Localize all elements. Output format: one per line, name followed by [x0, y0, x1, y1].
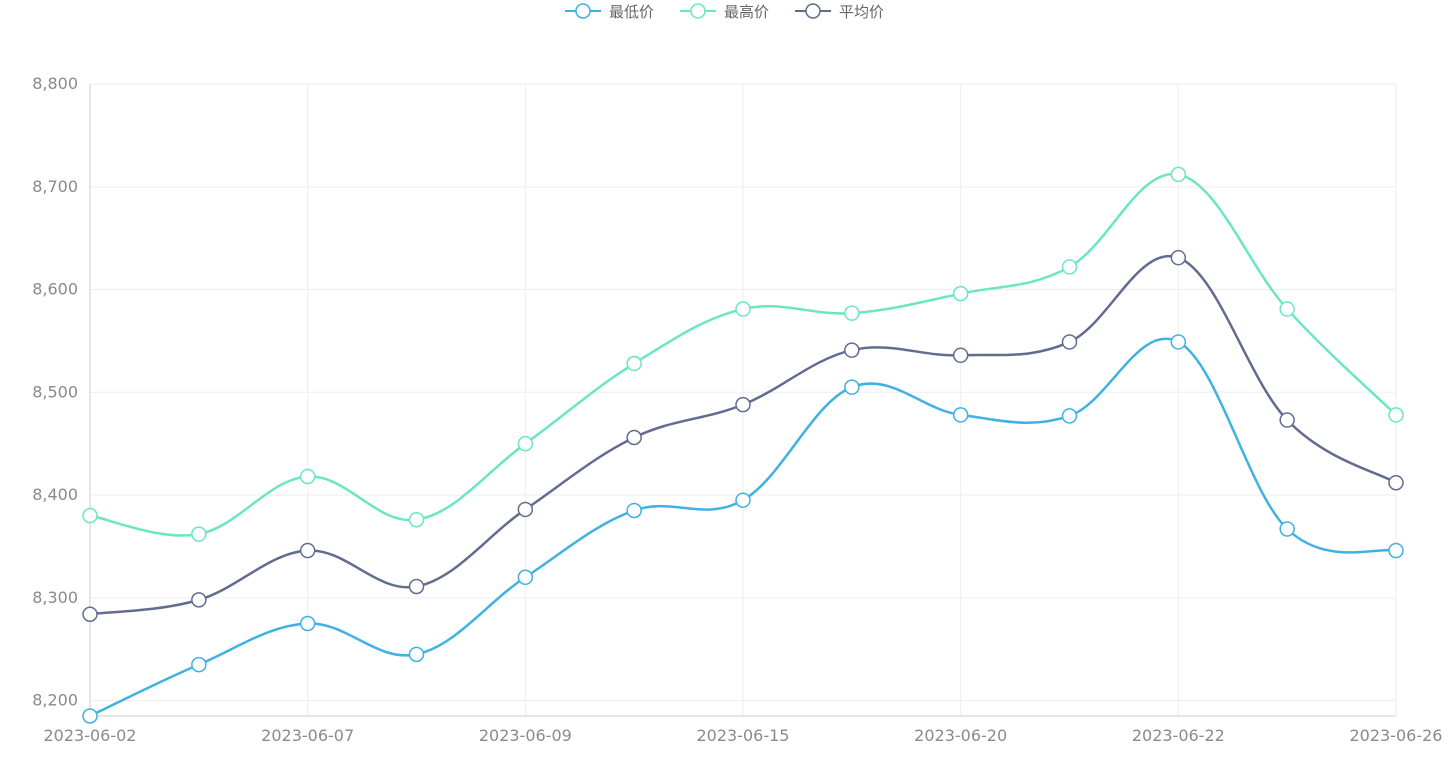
y-tick-label: 8,500 — [32, 382, 78, 401]
data-point — [191, 592, 207, 608]
data-point — [952, 407, 969, 423]
data-point — [191, 526, 207, 542]
data-point — [735, 492, 751, 508]
data-point — [517, 569, 534, 586]
legend-marker — [575, 3, 591, 19]
data-point — [844, 305, 860, 321]
data-point — [299, 468, 316, 485]
data-point — [1279, 412, 1295, 428]
data-point — [735, 396, 751, 413]
y-tick-label: 8,800 — [32, 74, 78, 93]
x-tick-label: 2023-06-15 — [697, 726, 790, 745]
data-point — [1388, 407, 1404, 423]
y-tick-label: 8,200 — [32, 691, 78, 710]
data-point — [299, 615, 316, 632]
y-tick-label: 8,600 — [32, 280, 78, 299]
legend-label: 最高价 — [724, 3, 769, 21]
data-point — [1170, 166, 1187, 183]
y-tick-label: 8,400 — [32, 485, 78, 504]
data-point — [299, 542, 316, 559]
data-point — [82, 507, 98, 524]
data-point — [1061, 334, 1078, 350]
legend-marker — [690, 3, 706, 19]
data-point — [517, 501, 534, 518]
data-point — [735, 301, 751, 317]
data-point — [82, 708, 98, 724]
data-point — [408, 511, 425, 528]
data-point — [1388, 542, 1404, 559]
data-point — [626, 429, 642, 446]
data-point — [1170, 334, 1187, 350]
x-tick-label: 2023-06-09 — [479, 726, 572, 745]
legend-label: 最低价 — [609, 3, 654, 21]
data-point — [517, 435, 534, 452]
data-point — [952, 285, 969, 302]
data-point — [408, 578, 425, 595]
data-point — [1279, 301, 1295, 317]
legend-label: 平均价 — [839, 3, 884, 21]
data-point — [1061, 408, 1078, 424]
x-tick-label: 2023-06-22 — [1132, 726, 1225, 745]
data-point — [408, 646, 425, 663]
legend-item: 最高价 — [680, 3, 769, 21]
legend-item: 最低价 — [565, 3, 654, 21]
data-point — [844, 379, 860, 395]
data-point — [1279, 521, 1295, 537]
series-points — [82, 166, 1404, 724]
data-point — [1061, 259, 1078, 275]
legend-item: 平均价 — [795, 3, 884, 21]
y-tick-label: 8,700 — [32, 177, 78, 196]
y-tick-label: 8,300 — [32, 588, 78, 607]
series-line-0 — [89, 337, 1397, 718]
data-point — [626, 502, 642, 519]
data-point — [952, 347, 969, 364]
data-point — [82, 606, 98, 623]
axes: 8,200 8,300 8,400 8,500 8,600 8,700 8,800 2023-… — [32, 74, 1442, 745]
x-tick-label: 2023-06-26 — [1350, 726, 1443, 745]
data-point — [191, 656, 207, 673]
grid — [89, 83, 1397, 716]
data-point — [1170, 249, 1187, 266]
data-point — [626, 355, 642, 372]
x-tick-label: 2023-06-02 — [44, 726, 137, 745]
data-point — [844, 342, 860, 358]
x-tick-label: 2023-06-20 — [914, 726, 1007, 745]
legend: 最低价 最高价 平均价 — [565, 3, 884, 21]
x-tick-label: 2023-06-07 — [261, 726, 354, 745]
legend-marker — [805, 3, 821, 19]
data-point — [1388, 474, 1404, 491]
